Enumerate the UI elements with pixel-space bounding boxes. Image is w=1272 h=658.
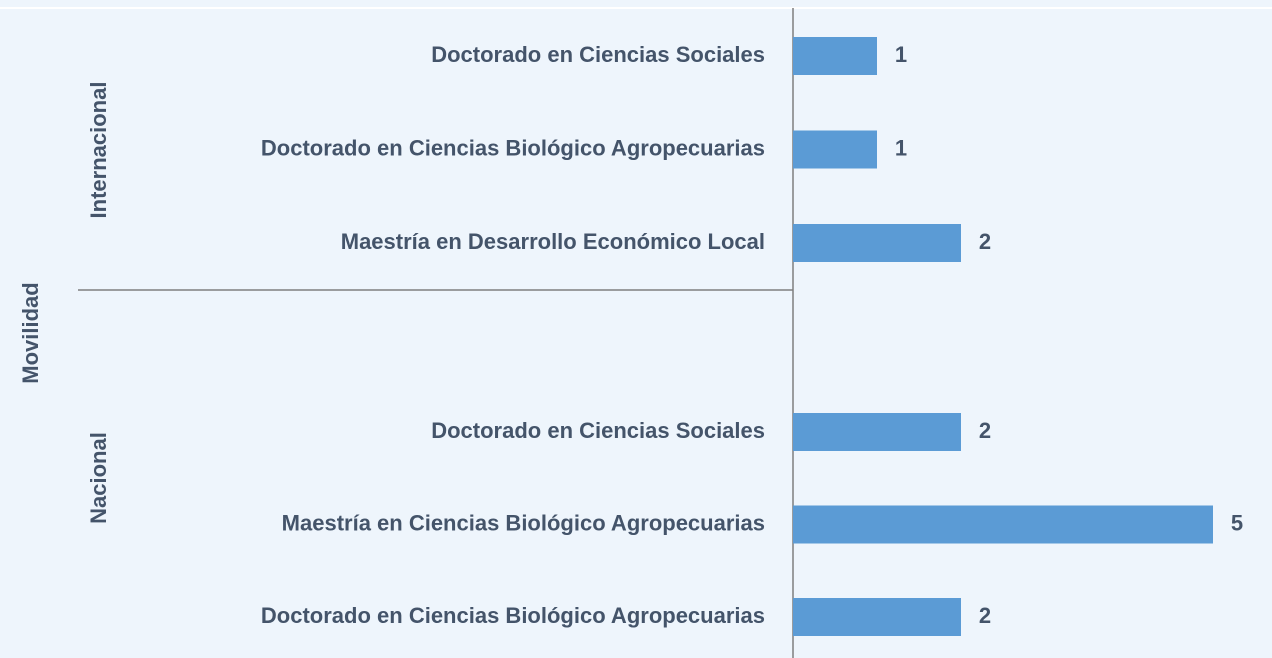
- category-label: Maestría en Ciencias Biológico Agropecua…: [282, 510, 765, 535]
- data-label: 2: [979, 229, 991, 254]
- bar: [793, 37, 877, 75]
- bar: [793, 130, 877, 169]
- group-label: Nacional: [86, 432, 111, 524]
- data-label: 1: [895, 135, 907, 160]
- bar: [793, 505, 1213, 544]
- category-label: Maestría en Desarrollo Económico Local: [341, 229, 765, 254]
- category-label: Doctorado en Ciencias Biológico Agropecu…: [261, 135, 765, 160]
- bar: [793, 413, 961, 451]
- data-label: 1: [895, 42, 907, 67]
- data-label: 2: [979, 603, 991, 628]
- bar: [793, 598, 961, 636]
- category-label: Doctorado en Ciencias Sociales: [431, 418, 765, 443]
- data-label: 5: [1231, 510, 1243, 535]
- axis-label: Movilidad: [18, 282, 43, 383]
- bar: [793, 224, 961, 262]
- group-label: Internacional: [86, 82, 111, 219]
- category-label: Doctorado en Ciencias Sociales: [431, 42, 765, 67]
- data-label: 2: [979, 418, 991, 443]
- category-label: Doctorado en Ciencias Biológico Agropecu…: [261, 603, 765, 628]
